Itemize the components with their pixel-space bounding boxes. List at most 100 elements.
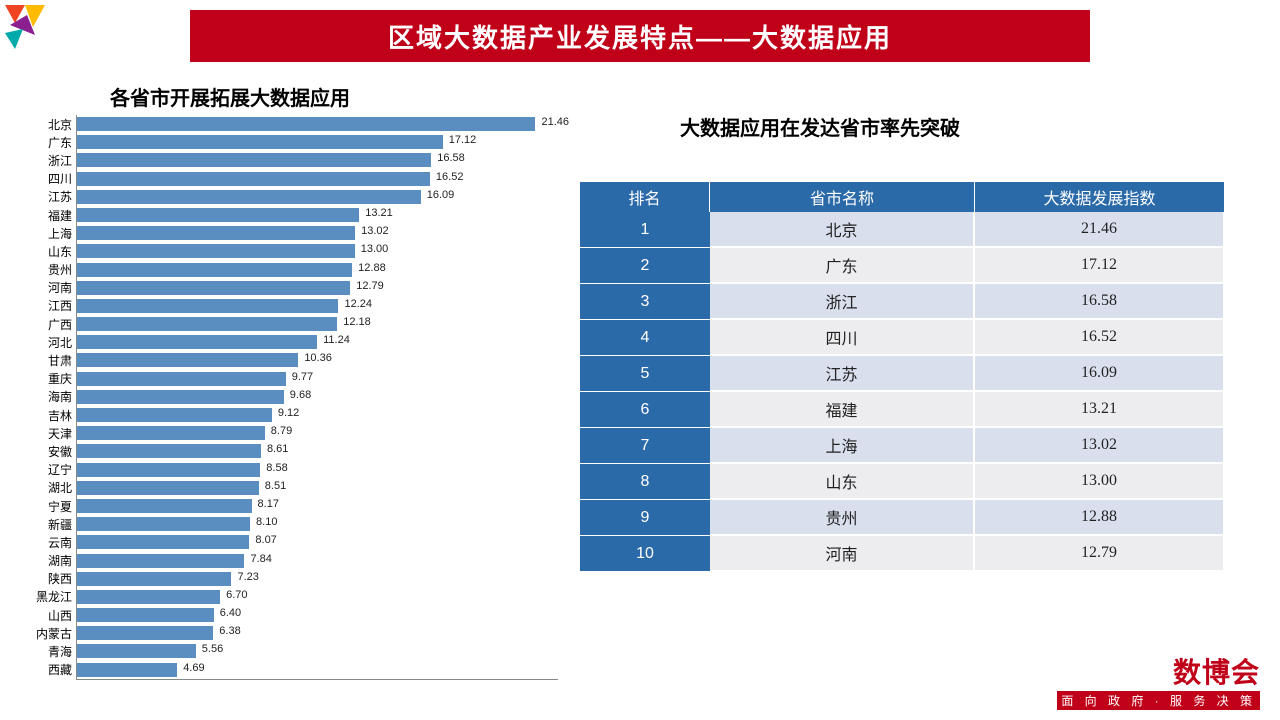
chart-category-label: 山东 [18, 243, 76, 260]
chart-bar [77, 372, 286, 386]
chart-category-label: 山西 [18, 607, 76, 624]
chart-row: 山东13.00 [18, 242, 558, 260]
chart-bar [77, 117, 535, 131]
table-name-cell: 四川 [710, 320, 975, 356]
chart-bar [77, 135, 443, 149]
chart-row: 新疆8.10 [18, 515, 558, 533]
chart-bar [77, 463, 260, 477]
province-bar-chart: 北京21.46广东17.12浙江16.58四川16.52江苏16.09福建13.… [18, 115, 558, 679]
chart-row: 青海5.56 [18, 642, 558, 660]
chart-row: 云南8.07 [18, 533, 558, 551]
chart-bar-area: 12.24 [76, 297, 558, 315]
chart-row: 甘肃10.36 [18, 351, 558, 369]
chart-bar [77, 663, 177, 677]
chart-bar-area: 16.52 [76, 170, 558, 188]
brand-sub-text: 面 向 政 府 · 服 务 决 策 [1057, 691, 1260, 710]
chart-bar-area: 16.58 [76, 151, 558, 169]
table-name-cell: 江苏 [710, 356, 975, 392]
table-header-cell: 排名 [580, 182, 710, 212]
chart-bar-area: 8.10 [76, 515, 558, 533]
chart-row: 江西12.24 [18, 297, 558, 315]
chart-bar-area: 13.21 [76, 206, 558, 224]
chart-category-label: 广西 [18, 316, 76, 333]
page-title-bar: 区域大数据产业发展特点——大数据应用 [190, 10, 1090, 62]
chart-value-label: 10.36 [304, 352, 332, 364]
chart-value-label: 13.21 [365, 207, 393, 219]
table-rank-cell: 1 [580, 212, 710, 248]
chart-value-label: 6.40 [220, 607, 241, 619]
table-row: 7上海13.02 [580, 428, 1225, 464]
chart-category-label: 西藏 [18, 661, 76, 678]
chart-bar [77, 590, 220, 604]
table-index-cell: 16.58 [975, 284, 1225, 320]
chart-bar [77, 608, 214, 622]
chart-bar [77, 281, 350, 295]
chart-bar-area: 21.46 [76, 115, 558, 133]
chart-category-label: 江苏 [18, 188, 76, 205]
table-row: 3浙江16.58 [580, 284, 1225, 320]
chart-bar [77, 226, 355, 240]
chart-category-label: 安徽 [18, 443, 76, 460]
chart-value-label: 9.77 [292, 371, 313, 383]
table-row: 10河南12.79 [580, 536, 1225, 572]
chart-value-label: 8.61 [267, 443, 288, 455]
table-index-cell: 13.21 [975, 392, 1225, 428]
chart-row: 广东17.12 [18, 133, 558, 151]
chart-bar-area: 6.70 [76, 588, 558, 606]
chart-bar [77, 244, 355, 258]
chart-bar [77, 353, 298, 367]
chart-category-label: 吉林 [18, 407, 76, 424]
chart-bar-area: 8.79 [76, 424, 558, 442]
chart-bar [77, 190, 421, 204]
chart-bar-area: 10.36 [76, 351, 558, 369]
table-row: 5江苏16.09 [580, 356, 1225, 392]
chart-bar [77, 535, 249, 549]
chart-value-label: 16.58 [437, 152, 465, 164]
chart-bar-area: 6.38 [76, 624, 558, 642]
chart-category-label: 新疆 [18, 516, 76, 533]
chart-row: 贵州12.88 [18, 261, 558, 279]
chart-value-label: 16.52 [436, 171, 464, 183]
chart-bar-area: 9.12 [76, 406, 558, 424]
chart-bar-area: 5.56 [76, 642, 558, 660]
chart-value-label: 9.12 [278, 407, 299, 419]
chart-bar-area: 8.61 [76, 442, 558, 460]
chart-row: 湖北8.51 [18, 479, 558, 497]
chart-category-label: 重庆 [18, 370, 76, 387]
chart-category-label: 贵州 [18, 261, 76, 278]
chart-bar [77, 572, 231, 586]
table-title: 大数据应用在发达省市率先突破 [680, 112, 960, 141]
chart-category-label: 上海 [18, 225, 76, 242]
chart-value-label: 4.69 [183, 662, 204, 674]
chart-category-label: 青海 [18, 643, 76, 660]
chart-category-label: 内蒙古 [18, 625, 76, 642]
table-name-cell: 福建 [710, 392, 975, 428]
table-index-cell: 16.52 [975, 320, 1225, 356]
table-rank-cell: 4 [580, 320, 710, 356]
chart-value-label: 9.68 [290, 389, 311, 401]
chart-row: 福建13.21 [18, 206, 558, 224]
chart-category-label: 湖南 [18, 552, 76, 569]
chart-bar-area: 16.09 [76, 188, 558, 206]
chart-row: 上海13.02 [18, 224, 558, 242]
chart-row: 河北11.24 [18, 333, 558, 351]
chart-bar-area: 8.07 [76, 533, 558, 551]
chart-row: 山西 6.40 [18, 606, 558, 624]
chart-bar-area: 12.88 [76, 261, 558, 279]
chart-row: 浙江16.58 [18, 151, 558, 169]
chart-bar-area: 12.79 [76, 279, 558, 297]
chart-row: 四川 16.52 [18, 170, 558, 188]
chart-bar [77, 208, 359, 222]
chart-row: 湖南7.84 [18, 552, 558, 570]
chart-bar [77, 481, 259, 495]
chart-bar [77, 554, 244, 568]
chart-x-axis [76, 679, 558, 680]
chart-row: 广西12.18 [18, 315, 558, 333]
table-index-cell: 13.00 [975, 464, 1225, 500]
table-header-cell: 大数据发展指数 [975, 182, 1225, 212]
chart-value-label: 7.23 [237, 571, 258, 583]
chart-bar [77, 153, 431, 167]
table-rank-cell: 3 [580, 284, 710, 320]
chart-category-label: 四川 [18, 170, 76, 187]
chart-row: 吉林 9.12 [18, 406, 558, 424]
